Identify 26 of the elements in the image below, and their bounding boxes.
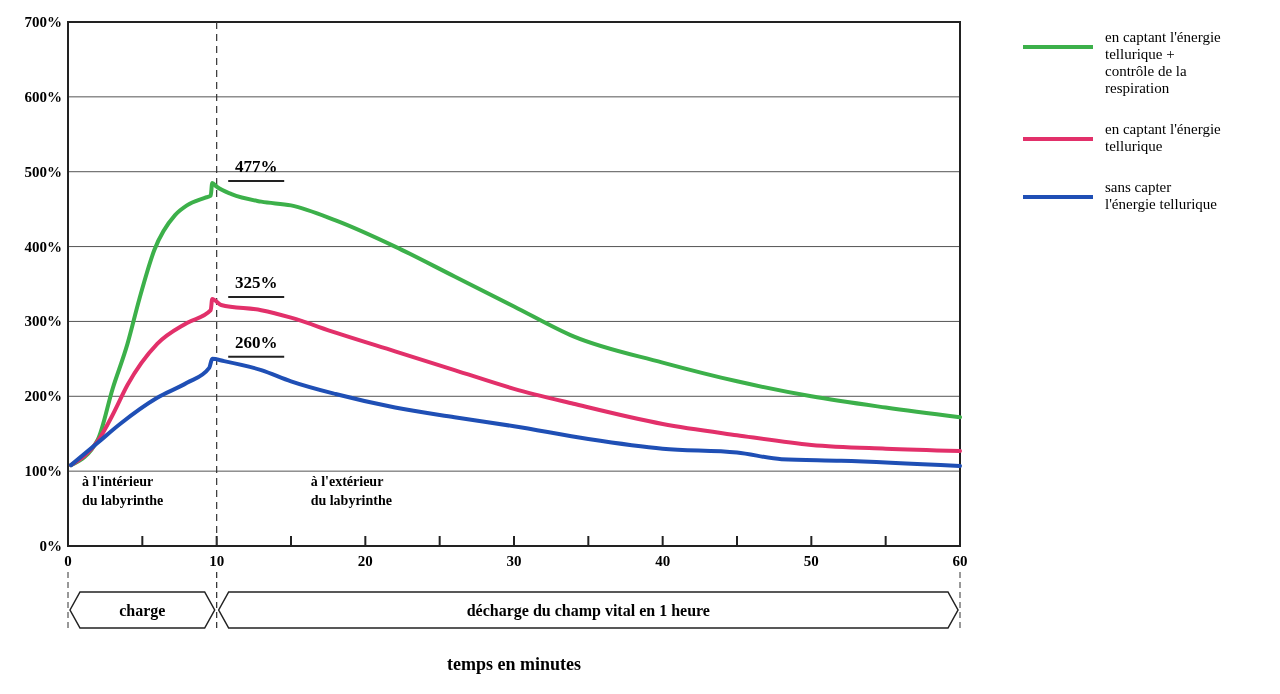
legend-label: en captant l'énergie tellurique + contrôle de la respiration <box>1105 29 1222 96</box>
x-axis-title: temps en minutes <box>447 654 581 674</box>
y-tick-label: 200% <box>24 388 62 405</box>
y-tick-label: 100% <box>24 463 62 480</box>
y-tick-label: 500% <box>24 163 62 180</box>
x-tick-label: 60 <box>952 553 968 569</box>
x-tick-label: 0 <box>64 553 72 569</box>
y-tick-label: 700% <box>24 14 62 30</box>
text: décharge du champ vital en 1 heure <box>466 602 710 620</box>
annotation: 325% <box>234 272 278 292</box>
x-tick-label: 10 <box>209 553 225 569</box>
x-tick-label: 30 <box>506 553 522 569</box>
annotation: 260% <box>234 332 278 352</box>
annotation: à l'intérieur du labyrinthe <box>82 474 164 508</box>
annotation: 477% <box>234 156 278 176</box>
x-tick-label: 40 <box>655 553 671 569</box>
x-tick-label: 50 <box>803 553 819 569</box>
text: charge <box>119 602 166 620</box>
y-tick-label: 300% <box>24 313 62 330</box>
y-tick-label: 600% <box>24 88 62 105</box>
legend-label: sans capter l'énergie tellurique <box>1105 179 1218 212</box>
y-tick-label: 400% <box>24 238 62 255</box>
annotation: à l'extérieur du labyrinthe <box>310 474 392 508</box>
legend-label: en captant l'énergie tellurique <box>1105 121 1222 154</box>
y-tick-label: 0% <box>39 538 62 554</box>
x-tick-label: 20 <box>357 553 373 569</box>
